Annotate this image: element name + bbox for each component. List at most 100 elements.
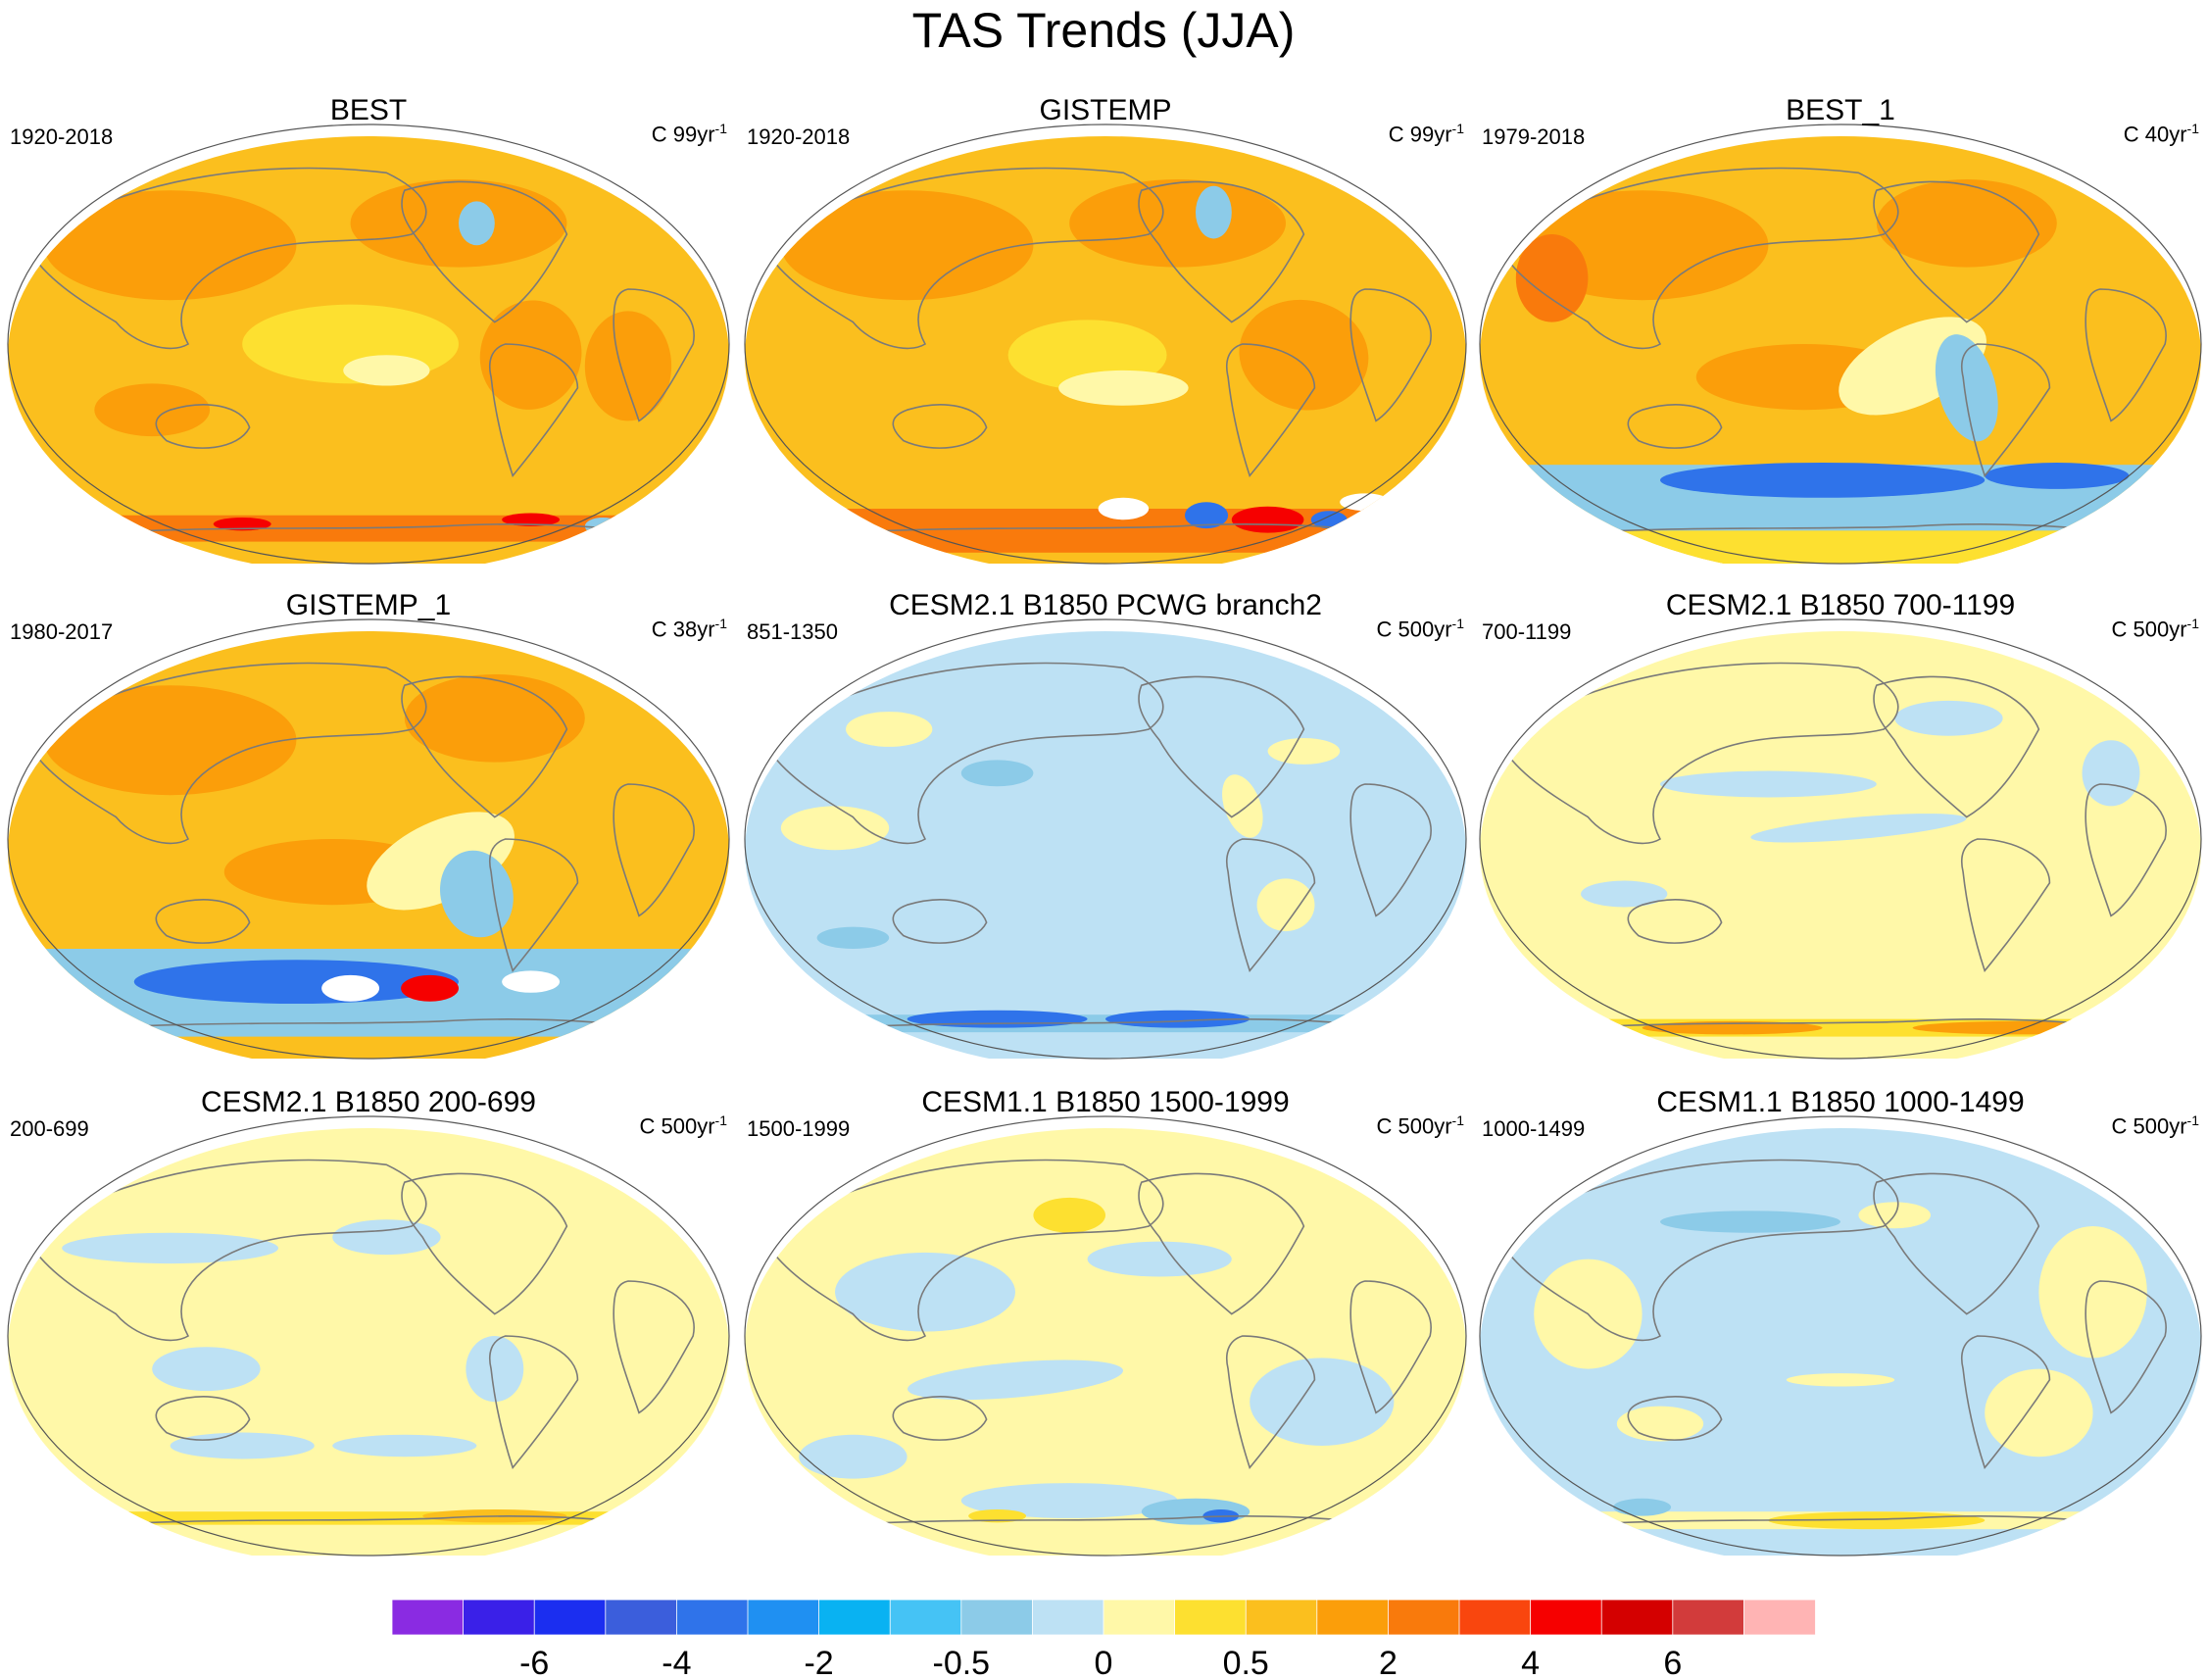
colorbar-swatch [960,1599,1034,1636]
cool-spot [51,517,95,535]
cool-region [816,926,890,949]
panel-units: C 500yr-1 [2111,616,2200,642]
hot-spot [401,974,459,1002]
panel-units: C 40yr-1 [2123,121,2199,147]
colorbar-swatch [1316,1599,1390,1636]
map-field [1479,1115,2202,1556]
coastline [761,662,1164,845]
panel-period: 1980-2017 [10,619,114,644]
warm-spot [1912,1020,2130,1035]
coastline [1873,1172,2040,1315]
trend-region [1786,1373,1895,1387]
panel-title: CESM1.1 B1850 1500-1999 [921,1086,1290,1118]
coastline [25,1159,427,1342]
trend-region [1222,774,1263,838]
cool-region [799,1434,907,1479]
coastline [401,675,568,818]
trend-region [1616,1406,1704,1442]
trend-region [1058,370,1189,406]
panel-period: 200-699 [10,1116,89,1141]
cool-region [440,850,514,938]
colorbar-tick-label: -6 [519,1645,549,1680]
map-field [744,1115,1467,1556]
colorbar-swatch [1458,1599,1532,1636]
map-border [744,618,1467,1060]
coastline [1627,1396,1723,1441]
trend-band [8,1128,729,1556]
coastline [892,404,988,449]
map-field [7,1115,730,1556]
cool-region [960,760,1034,787]
colorbar-swatch [1672,1599,1745,1636]
warm-spot [1768,1511,1986,1530]
colorbar-tick-label: -4 [662,1645,691,1680]
coastline [2084,1280,2167,1414]
strong-cool [1660,462,1986,498]
trend-region [846,712,933,747]
map-border [7,124,730,565]
map-field [1479,618,2202,1060]
colorbar-tick-label: 0.5 [1223,1645,1269,1680]
trend-region [1876,179,2057,268]
map-border [1479,618,2202,1060]
coastline [1627,899,1723,944]
cool-region [1613,1498,1672,1516]
colorbar-tick-label: 2 [1379,1645,1398,1680]
trend-region [780,806,890,851]
panel-units: C 99yr-1 [1388,121,1464,147]
coastline [1873,675,2040,818]
map-field [7,124,730,565]
map-panel: BEST_1 1979-2018 C 40yr-1 [1472,94,2207,574]
colorbar-swatch [1530,1599,1603,1636]
colorbar-swatch [1174,1599,1248,1636]
map-panel: CESM2.1 B1850 700-1199 700-1199 C 500yr-1 [1472,589,2207,1069]
figure-title: TAS Trends (JJA) [911,3,1296,58]
coastline [761,167,1164,350]
coastline [1496,662,1899,845]
cool-spot [1196,185,1232,239]
trend-region [1239,299,1369,411]
trend-region [780,190,1034,301]
coastline [401,1172,568,1315]
panel-title: GISTEMP [1039,94,1172,126]
map-border [1479,124,2202,565]
trend-band [1480,530,2201,564]
panel-units: C 500yr-1 [1376,1112,1465,1139]
panel-title: CESM2.1 B1850 PCWG branch2 [889,589,1322,621]
panel-period: 700-1199 [1482,619,1572,644]
trend-region [404,674,585,763]
cool-region [332,1219,441,1256]
cool-spot [459,201,495,246]
trend-region [584,311,672,421]
colorbar-swatch [1743,1599,1816,1636]
colorbar-swatch [1032,1599,1104,1636]
panel-title: BEST [329,94,408,126]
coastline [613,288,695,422]
colorbar-swatch [676,1599,749,1636]
coastline [488,343,579,478]
cool-region [907,1359,1123,1401]
panel-title: CESM2.1 B1850 200-699 [201,1086,536,1118]
cool-region [1894,700,2003,736]
cool-region [1660,1211,1840,1233]
coastline [1225,1335,1316,1470]
cool-region [332,1434,477,1458]
coastline [155,899,251,944]
panel-period: 1000-1499 [1482,1116,1586,1141]
coastline [1138,1172,1305,1315]
coastline [488,838,579,973]
map-border [7,1115,730,1556]
cool-region [1087,1241,1232,1277]
coastline [401,180,568,323]
panel-units: C 99yr-1 [651,121,727,147]
map-panel: CESM2.1 B1850 200-699 200-699 C 500yr-1 [0,1086,737,1566]
panel-units: C 500yr-1 [1376,616,1465,642]
colorbar-swatch [1245,1599,1318,1636]
colorbar-tick-label: 0 [1095,1645,1113,1680]
colorbar-swatch [818,1599,892,1636]
cool-region [1660,770,1877,798]
trend-region [43,685,297,796]
panel-title: GISTEMP_1 [285,589,452,621]
map-field [744,618,1467,1060]
coastline [1960,838,2051,973]
